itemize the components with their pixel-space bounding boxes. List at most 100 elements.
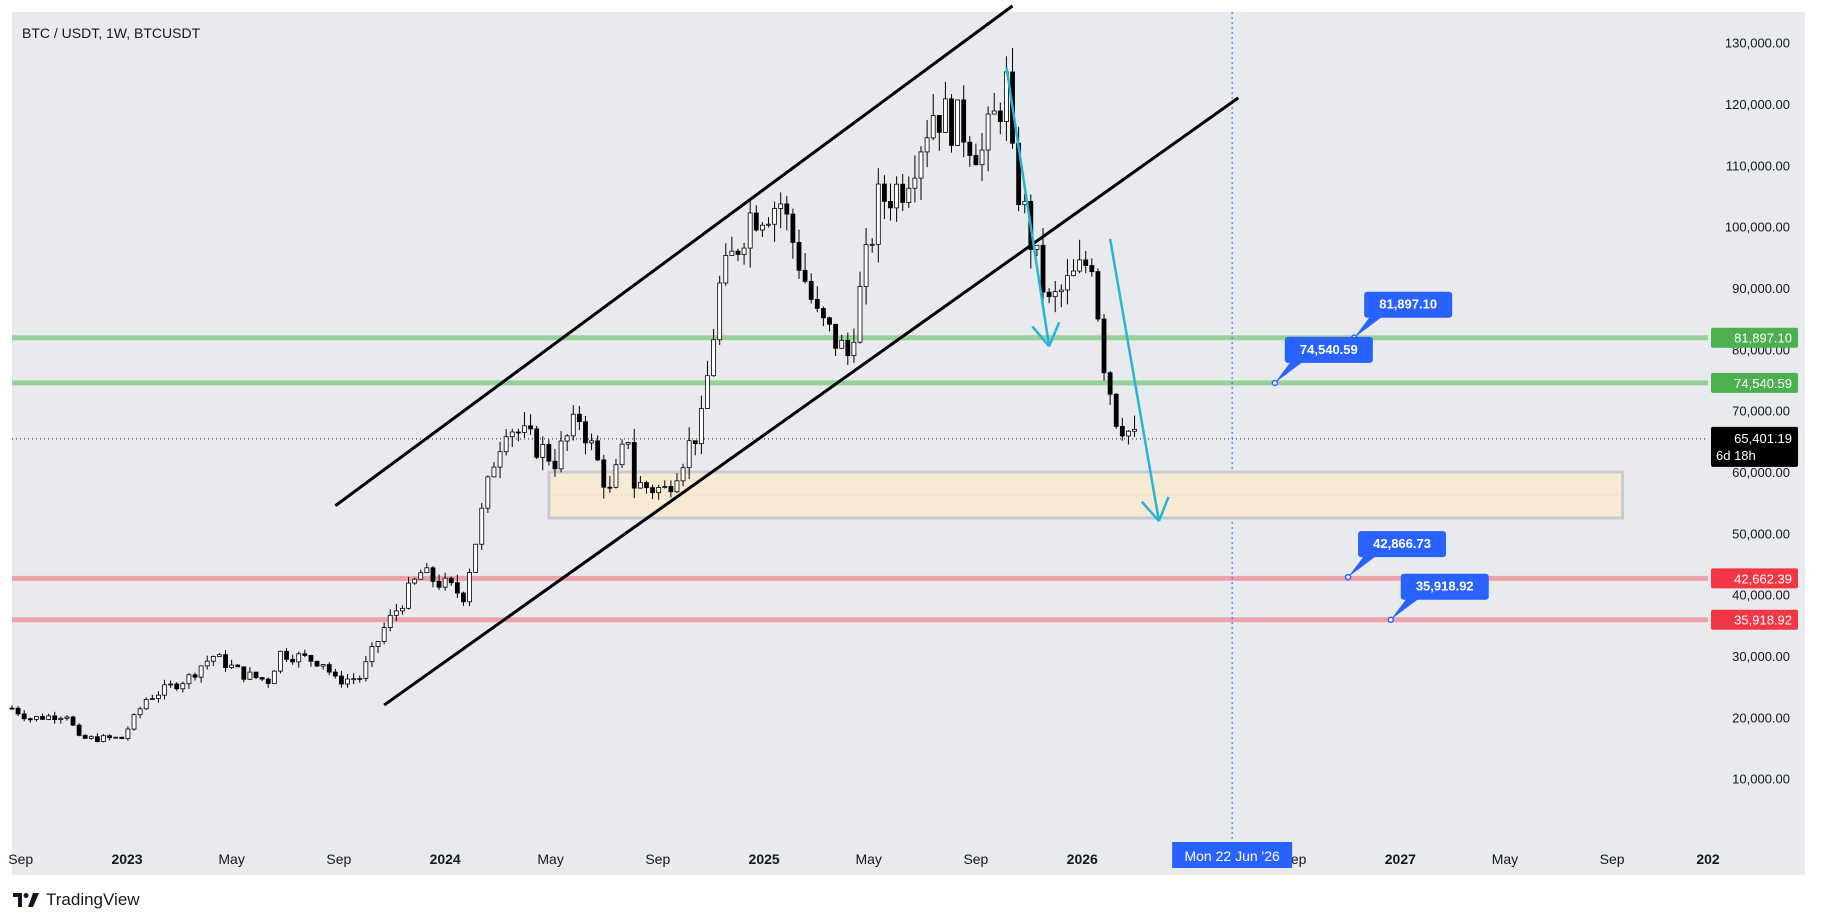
candle-body [772,208,777,225]
channel-upper-line [334,4,1014,507]
tradingview-brand[interactable]: TradingView [12,889,140,911]
candle [674,473,680,493]
level-badge-label: 74,540.59 [1734,376,1792,391]
candle [259,677,265,682]
candle-body [369,646,375,663]
candle-body [851,341,857,356]
candle [442,572,448,591]
candle [973,143,979,166]
candle [278,650,283,674]
candle [485,475,491,513]
x-tick-label: Sep [645,851,670,867]
candle [692,440,698,456]
candle-body [869,243,875,246]
y-tick-label: 60,000.00 [1732,465,1790,480]
time-axis-background[interactable] [12,840,1805,875]
candle-body [741,247,747,255]
x-tick-label: 2027 [1385,851,1416,867]
y-tick-label: 90,000.00 [1732,281,1790,296]
candle-body [375,641,381,647]
candle-body [991,110,997,115]
candle [1095,268,1101,322]
candle-body [625,442,631,445]
plot-background[interactable] [12,12,1708,840]
candle-body [528,425,533,430]
candle [509,428,515,448]
candle-body [583,421,588,444]
candle [1119,417,1125,441]
y-tick-label: 20,000.00 [1732,710,1790,725]
candle [564,433,570,451]
candle [546,439,552,466]
candle-body [747,212,753,249]
candle [424,562,430,574]
candle-body [223,654,228,669]
candle [650,484,655,500]
candle [1101,314,1107,381]
candle-body [210,655,216,662]
candle-body [778,203,784,209]
callout-anchor-dot [1387,616,1395,623]
level-badge-label: 35,918.92 [1734,613,1792,628]
x-tick-label: Sep [963,851,988,867]
candle-body [27,718,33,721]
candle-body [296,653,302,663]
candle-body [448,577,454,584]
candle [113,736,119,739]
candle-body [692,440,698,445]
candle [430,566,436,588]
candle [235,664,241,668]
x-tick-label: 2024 [430,851,461,867]
candle [21,710,27,722]
candle-body [1126,430,1131,437]
candle-body [674,480,680,493]
arrow-head-left [1140,500,1160,522]
candle-body [918,151,924,179]
arrow-shaft [1005,67,1051,347]
candle [174,682,180,691]
candle [705,360,710,409]
price-axis-background[interactable] [1708,12,1805,840]
candle [265,677,271,688]
candle-body [650,487,655,494]
candle [723,243,729,286]
candle [503,429,509,456]
level-badge-label: 42,662.39 [1734,571,1792,586]
candle-body [540,444,546,458]
candle-body [192,674,198,678]
candle [778,192,784,229]
candle-body [461,592,466,603]
candle [1071,259,1076,277]
candle [192,672,198,681]
callout-42866: 42,866.73 [1344,531,1447,581]
candle [802,253,808,284]
candle-body [735,250,741,255]
y-tick-label: 30,000.00 [1732,649,1790,664]
candle-body [1119,425,1125,437]
callout-label: 81,897.10 [1379,297,1437,312]
candle-body [503,436,509,453]
candle-body [9,707,15,710]
y-tick-label: 70,000.00 [1732,404,1790,419]
callout-35918: 35,918.92 [1387,573,1489,623]
candle-body [985,113,991,151]
candle [1065,259,1070,305]
level-badge-label: 81,897.10 [1734,331,1792,346]
y-tick-label: 120,000.00 [1725,97,1790,112]
candle-body [930,115,936,139]
candle [882,175,887,220]
callout-label: 74,540.59 [1300,342,1358,357]
candle-body [808,280,814,300]
candle [406,577,411,610]
candle-body [113,736,119,739]
current-price-label: 65,401.19 [1734,431,1792,446]
candle [393,603,399,622]
candle [552,448,558,477]
candle [27,717,33,723]
candle [637,475,643,489]
candle-body [662,486,668,488]
candle-body [278,650,283,672]
candle [491,462,497,478]
candle-body [52,715,58,721]
